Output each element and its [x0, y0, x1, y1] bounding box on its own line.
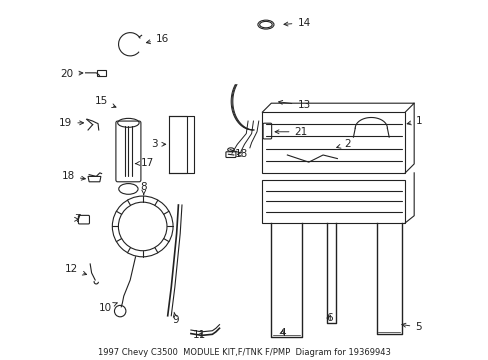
Text: 1: 1	[407, 116, 422, 126]
Text: 11: 11	[193, 330, 206, 341]
Text: 13: 13	[278, 100, 310, 110]
Text: 7: 7	[74, 214, 80, 224]
Text: 18: 18	[234, 149, 247, 159]
Text: 9: 9	[172, 312, 179, 325]
Text: 12: 12	[65, 264, 86, 275]
Text: 20: 20	[61, 68, 82, 78]
Text: 18: 18	[61, 171, 85, 181]
Text: 14: 14	[284, 18, 310, 28]
Text: 19: 19	[59, 118, 83, 128]
Text: 6: 6	[325, 312, 332, 323]
Text: 16: 16	[146, 34, 169, 44]
Text: 3: 3	[151, 139, 165, 149]
Text: 21: 21	[275, 127, 307, 137]
Text: 4: 4	[278, 328, 285, 338]
Text: 10: 10	[98, 303, 117, 313]
Text: 1997 Chevy C3500  MODULE KIT,F/TNK F/PMP  Diagram for 19369943: 1997 Chevy C3500 MODULE KIT,F/TNK F/PMP …	[98, 348, 390, 357]
Text: 5: 5	[401, 322, 421, 332]
Text: 2: 2	[336, 139, 350, 149]
Text: 17: 17	[135, 158, 154, 168]
Text: 8: 8	[140, 182, 147, 195]
Text: 15: 15	[95, 96, 116, 108]
